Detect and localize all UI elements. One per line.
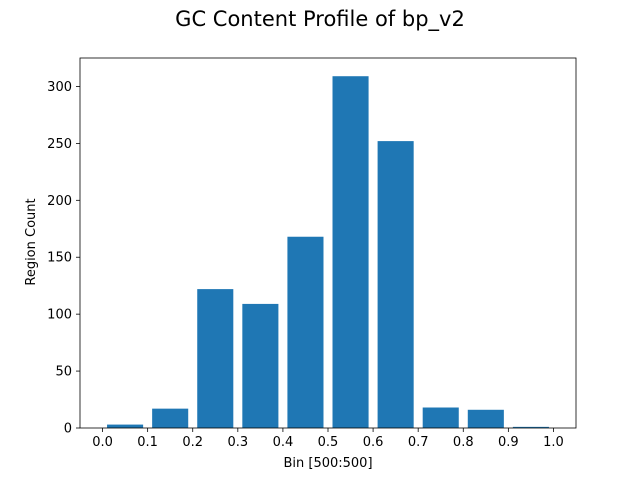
x-tick-label: 0.4 <box>273 435 294 450</box>
bar-6 <box>377 141 414 428</box>
x-tick-label: 1.0 <box>543 435 564 450</box>
bar-7 <box>422 407 459 428</box>
bars <box>107 76 549 428</box>
bar-5 <box>332 76 369 428</box>
x-axis-label: Bin [500:500] <box>283 456 372 471</box>
chart-title: GC Content Profile of bp_v2 <box>175 7 465 32</box>
y-tick-label: 300 <box>47 80 72 95</box>
x-tick-label: 0.9 <box>498 435 519 450</box>
x-tick-label: 0.7 <box>408 435 429 450</box>
y-tick-label: 50 <box>55 365 72 380</box>
bar-3 <box>242 303 279 428</box>
plot-frame <box>79 57 577 429</box>
x-tick-label: 0.1 <box>137 435 158 450</box>
x-tick-label: 0.5 <box>318 435 339 450</box>
y-tick-label: 150 <box>47 251 72 266</box>
x-tick-label: 0.3 <box>227 435 248 450</box>
bar-8 <box>467 409 504 428</box>
y-tick-label: 250 <box>47 137 72 152</box>
x-axis-ticks: 0.0 0.1 0.2 0.3 0.4 0.5 0.6 0.7 0.8 0.9 1.0 <box>92 428 564 450</box>
bar-9 <box>512 426 549 428</box>
y-tick-label: 100 <box>47 308 72 323</box>
y-tick-label: 0 <box>64 422 72 437</box>
x-tick-label: 0.6 <box>363 435 384 450</box>
bar-4 <box>287 236 324 428</box>
bar-1 <box>152 408 189 428</box>
x-tick-label: 0.2 <box>182 435 203 450</box>
y-axis-label: Region Count <box>24 198 39 285</box>
bar-0 <box>107 424 144 428</box>
y-tick-label: 200 <box>47 194 72 209</box>
x-tick-label: 0.0 <box>92 435 113 450</box>
bar-2 <box>197 289 234 428</box>
x-tick-label: 0.8 <box>453 435 474 450</box>
y-axis-ticks: 0 50 100 150 200 250 300 <box>47 80 80 437</box>
